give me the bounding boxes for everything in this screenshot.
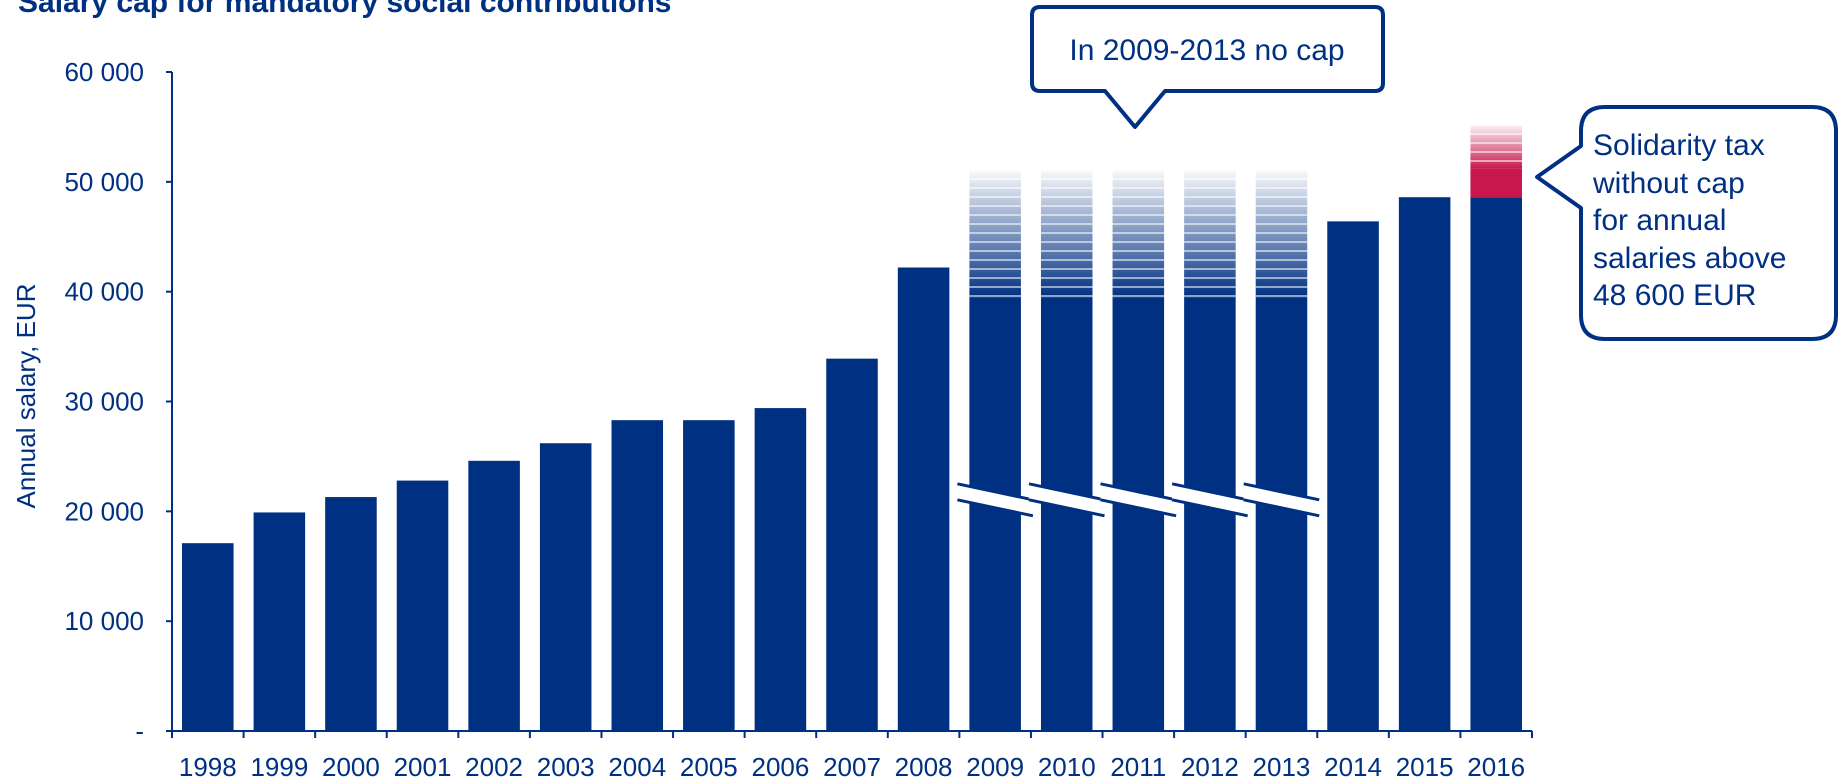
x-tick-label: 2010 — [1038, 752, 1096, 778]
x-tick-label: 2004 — [608, 752, 666, 778]
bar — [1470, 197, 1522, 731]
x-tick-label: 2009 — [966, 752, 1024, 778]
bar-no-cap-solid — [1112, 297, 1165, 731]
chart-title: Salary cap for mandatory social contribu… — [18, 0, 672, 19]
x-tick-label: 2016 — [1467, 752, 1525, 778]
bar — [683, 420, 735, 731]
axis-break-line-upper — [1171, 482, 1248, 502]
axis-break-line-upper — [957, 482, 1034, 502]
solidarity-callout-bubble — [1535, 105, 1838, 341]
axis-break-gap — [1243, 483, 1320, 516]
y-tick-label: 40 000 — [64, 277, 144, 307]
no-cap-callout-bubble — [1030, 5, 1385, 129]
solidarity-callout-line-1: Solidarity tax — [1593, 129, 1765, 162]
solidarity-callout-line-4: salaries above — [1593, 242, 1786, 275]
bar — [826, 358, 878, 731]
axis-break-line-lower — [957, 498, 1034, 518]
x-tick-label: 1998 — [179, 752, 237, 778]
y-tick-label: 10 000 — [64, 606, 144, 636]
x-tick-label: 2002 — [465, 752, 523, 778]
bar — [1398, 197, 1451, 731]
axis-break-line-lower — [1171, 498, 1248, 518]
x-tick-label: 2014 — [1324, 752, 1382, 778]
bar — [897, 267, 950, 731]
solidarity-callout: Solidarity tax without cap for annual sa… — [1535, 105, 1838, 341]
y-tick-label: 20 000 — [64, 496, 144, 526]
bar-solidarity-tax-stripes — [1470, 124, 1522, 169]
bar-solidarity-tax — [1470, 168, 1522, 198]
bar-no-cap-solid — [1255, 297, 1308, 731]
bar — [611, 420, 664, 731]
x-tick-label: 1999 — [250, 752, 308, 778]
bar-no-cap-solid — [1184, 297, 1236, 731]
y-tick-label: 30 000 — [64, 387, 144, 417]
bar-no-cap — [1171, 170, 1248, 731]
axis-break-gap — [1028, 483, 1105, 516]
bar — [539, 443, 592, 731]
y-axis: - 10 000 20 000 30 000 40 000 50 000 60 000 — [64, 57, 173, 746]
x-tick-label: 2006 — [751, 752, 809, 778]
bar — [1327, 221, 1379, 731]
bar — [325, 497, 377, 731]
x-tick-label: 2001 — [394, 752, 452, 778]
bar — [396, 480, 449, 731]
bar-no-cap-solid — [1040, 297, 1093, 731]
solidarity-callout-line-2: without cap — [1592, 167, 1745, 200]
bar — [182, 543, 234, 731]
axis-break-gap — [1100, 483, 1177, 516]
bar — [754, 408, 807, 731]
axis-break-line-lower — [1028, 498, 1105, 518]
bar — [468, 460, 520, 731]
bar-no-cap-fade-stripes — [1040, 170, 1093, 298]
axis-break-line-lower — [1100, 498, 1177, 518]
bar-no-cap — [957, 170, 1034, 731]
axis-break-line-upper — [1243, 482, 1320, 502]
no-cap-callout: In 2009-2013 no cap — [1030, 5, 1385, 129]
x-tick-label: 2005 — [680, 752, 738, 778]
bar-no-cap-fade-stripes — [1184, 170, 1236, 298]
x-tick-label: 2013 — [1253, 752, 1311, 778]
x-tick-label: 2007 — [823, 752, 881, 778]
axis-break-gap — [957, 483, 1033, 516]
axis-break-line-lower — [1243, 498, 1320, 518]
x-tick-label: 2008 — [895, 752, 953, 778]
x-tick-label: 2011 — [1110, 752, 1166, 778]
axis-break-line-upper — [1100, 482, 1177, 502]
bar-no-cap-fade-stripes — [1255, 170, 1308, 298]
bar-no-cap-solid — [969, 297, 1021, 731]
bar-no-cap — [1028, 170, 1105, 731]
x-tick-label: 2000 — [322, 752, 380, 778]
x-tick-label: 2012 — [1181, 752, 1239, 778]
bar — [253, 512, 306, 731]
y-tick-label: 60 000 — [64, 57, 144, 87]
x-tick-label: 2015 — [1396, 752, 1454, 778]
bar-no-cap — [1100, 170, 1177, 731]
x-axis: 1998 1999 2000 2001 2002 2003 2004 2005 2006 2007… — [171, 730, 1533, 778]
solidarity-callout-line-5: 48 600 EUR — [1593, 279, 1756, 312]
bar-no-cap — [1243, 170, 1320, 731]
no-cap-callout-text: In 2009-2013 no cap — [1069, 34, 1344, 67]
x-tick-label: 2003 — [537, 752, 595, 778]
y-axis-label: Annual salary, EUR — [11, 284, 41, 509]
solidarity-callout-line-3: for annual — [1593, 204, 1726, 237]
bars — [182, 124, 1522, 731]
y-tick-label: - — [135, 716, 144, 746]
axis-break-line-upper — [1028, 482, 1105, 502]
y-tick-label: 50 000 — [64, 167, 144, 197]
bar-no-cap-fade-stripes — [1112, 170, 1165, 298]
bar-no-cap-fade-stripes — [969, 170, 1021, 298]
axis-break-gap — [1172, 483, 1248, 516]
